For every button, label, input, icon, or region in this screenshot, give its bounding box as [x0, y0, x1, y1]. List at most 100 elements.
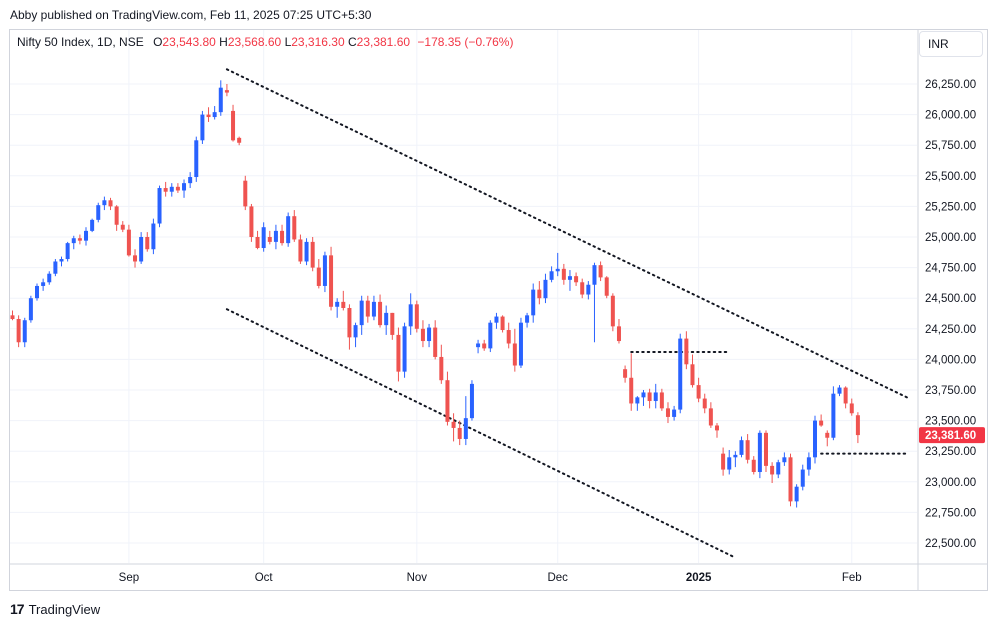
candle-body[interactable] [696, 385, 701, 399]
candle-body[interactable] [739, 440, 744, 455]
candle-body[interactable] [267, 237, 272, 242]
candle-body[interactable] [175, 186, 180, 191]
candle-body[interactable] [488, 322, 493, 349]
candle-body[interactable] [794, 486, 799, 502]
candle-body[interactable] [41, 282, 46, 286]
candle-body[interactable] [16, 319, 21, 343]
candle-body[interactable] [206, 114, 211, 118]
candle-body[interactable] [494, 316, 499, 323]
candle-body[interactable] [837, 387, 842, 394]
candle-body[interactable] [623, 369, 628, 378]
candle-body[interactable] [629, 377, 634, 404]
candle-body[interactable] [341, 301, 346, 308]
candle-body[interactable] [690, 364, 695, 386]
candle-body[interactable] [353, 325, 358, 338]
candle-body[interactable] [604, 277, 609, 296]
candle-body[interactable] [22, 320, 27, 343]
candle-body[interactable] [635, 397, 640, 404]
candle-body[interactable] [304, 241, 309, 262]
candle-body[interactable] [157, 188, 162, 224]
candle-body[interactable] [512, 343, 517, 366]
candle-body[interactable] [316, 267, 321, 286]
candle-body[interactable] [224, 90, 229, 93]
candle-body[interactable] [733, 454, 738, 458]
candle-body[interactable] [721, 453, 726, 470]
candle-body[interactable] [53, 261, 58, 274]
candle-body[interactable] [255, 237, 260, 249]
candle-body[interactable] [102, 200, 107, 206]
candle-body[interactable] [212, 112, 217, 118]
trendline[interactable] [225, 68, 908, 399]
candle-body[interactable] [708, 408, 713, 426]
candle-body[interactable] [378, 301, 383, 326]
candle-body[interactable] [347, 307, 352, 338]
candle-body[interactable] [310, 241, 315, 268]
candle-body[interactable] [537, 289, 542, 299]
candle-body[interactable] [567, 276, 572, 280]
candle-body[interactable] [574, 276, 579, 283]
candle-body[interactable] [561, 268, 566, 280]
candle-body[interactable] [525, 315, 530, 323]
candle-body[interactable] [831, 393, 836, 438]
candle-body[interactable] [555, 268, 560, 272]
candle-body[interactable] [28, 298, 33, 321]
candle-body[interactable] [469, 383, 474, 419]
candle-body[interactable] [384, 312, 389, 326]
candle-body[interactable] [751, 459, 756, 473]
candle-body[interactable] [292, 216, 297, 240]
candle-body[interactable] [500, 316, 505, 331]
candle-body[interactable] [194, 140, 199, 178]
candle-body[interactable] [151, 223, 156, 250]
candle-body[interactable] [273, 230, 278, 242]
candle-body[interactable] [592, 265, 597, 285]
candle-body[interactable] [200, 114, 205, 141]
candle-body[interactable] [414, 304, 419, 329]
candle-body[interactable] [653, 392, 658, 402]
candle-body[interactable] [390, 312, 395, 335]
candle-body[interactable] [169, 186, 174, 192]
candle-body[interactable] [286, 216, 291, 244]
candle-body[interactable] [249, 206, 254, 237]
candle-body[interactable] [188, 177, 193, 184]
candle-body[interactable] [182, 183, 187, 191]
trendline[interactable] [225, 308, 737, 559]
candle-body[interactable] [745, 440, 750, 460]
candle-body[interactable] [163, 188, 168, 192]
candle-body[interactable] [506, 330, 511, 344]
candle-body[interactable] [641, 392, 646, 398]
candle-body[interactable] [47, 273, 52, 283]
currency-button[interactable]: INR [919, 31, 983, 57]
candle-body[interactable] [322, 255, 327, 286]
candle-body[interactable] [71, 238, 76, 244]
candle-body[interactable] [396, 334, 401, 372]
candle-body[interactable] [518, 322, 523, 366]
candle-body[interactable] [408, 304, 413, 327]
candle-body[interactable] [776, 462, 781, 475]
candle-body[interactable] [237, 137, 242, 143]
candle-body[interactable] [825, 432, 830, 438]
candle-body[interactable] [218, 87, 223, 113]
candle-body[interactable] [647, 392, 652, 402]
candle-body[interactable] [439, 356, 444, 381]
candle-body[interactable] [586, 284, 591, 295]
candle-body[interactable] [451, 421, 456, 428]
candle-body[interactable] [819, 420, 824, 426]
candle-body[interactable] [782, 457, 787, 463]
candle-body[interactable] [243, 180, 248, 207]
candle-body[interactable] [482, 343, 487, 349]
candle-body[interactable] [90, 219, 95, 231]
candle-body[interactable] [433, 327, 438, 357]
candle-body[interactable] [702, 398, 707, 409]
candle-body[interactable] [420, 328, 425, 342]
candle-body[interactable] [672, 409, 677, 417]
candle-body[interactable] [806, 457, 811, 470]
candle-body[interactable] [580, 282, 585, 295]
candle-body[interactable] [402, 326, 407, 372]
candle-body[interactable] [457, 427, 462, 439]
candle-body[interactable] [659, 392, 664, 409]
candle-body[interactable] [59, 259, 64, 262]
candle-body[interactable] [126, 229, 131, 256]
candle-body[interactable] [120, 224, 125, 230]
candle-body[interactable] [35, 285, 40, 299]
candle-body[interactable] [549, 271, 554, 280]
